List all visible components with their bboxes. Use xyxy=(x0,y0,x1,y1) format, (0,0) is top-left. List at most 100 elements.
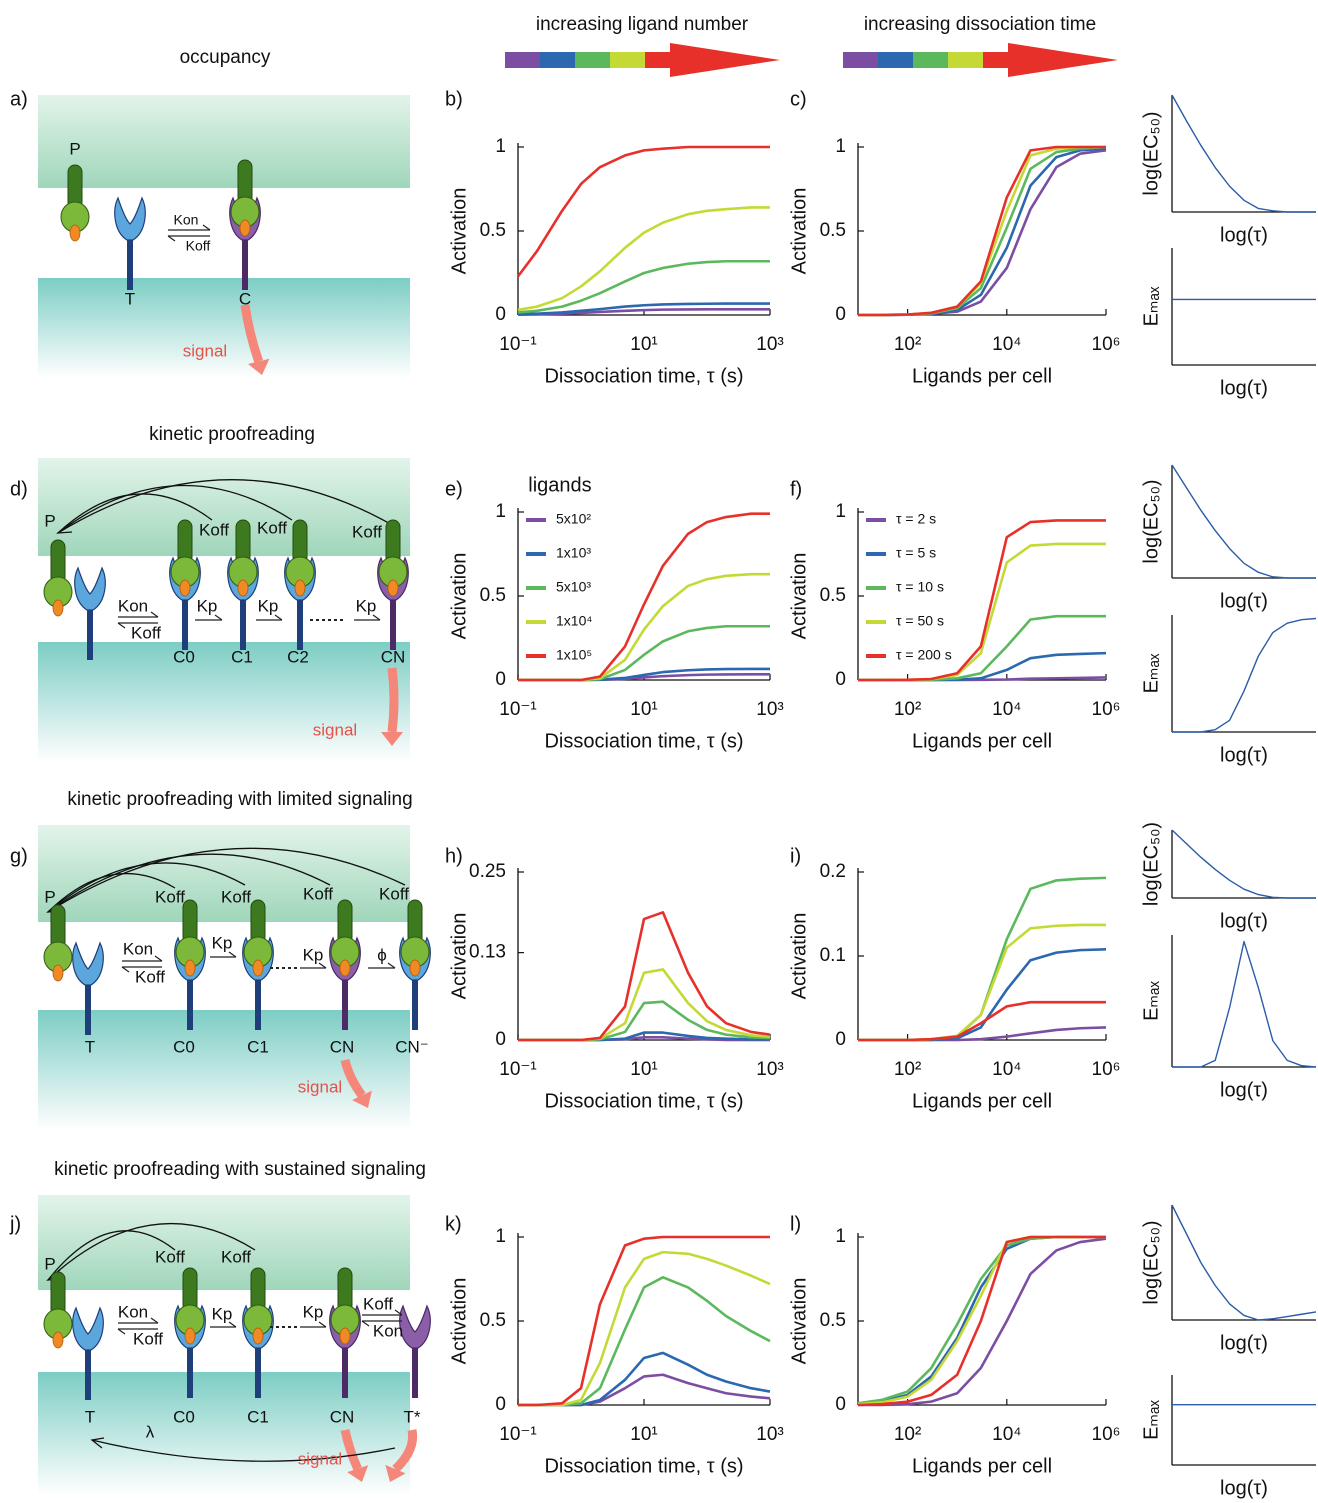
ligand-tip xyxy=(409,959,421,977)
x-tick-label: 10³ xyxy=(756,1059,783,1080)
receptor-arms xyxy=(399,1304,431,1349)
series-line xyxy=(1171,829,1316,899)
signal-arrow-head xyxy=(347,1465,369,1482)
ligand-tip xyxy=(179,579,191,597)
unbinding-arc xyxy=(47,1223,256,1281)
y-axis-label: log(EC₅₀) xyxy=(1140,111,1162,195)
reaction-arrow-head xyxy=(167,235,176,242)
receptor-stem xyxy=(390,598,396,650)
series-line xyxy=(858,1237,1107,1407)
y-tick-label: 0 xyxy=(835,669,846,690)
unbinding-arc xyxy=(47,1230,176,1281)
x-tick-label: 10¹ xyxy=(630,1424,657,1445)
y-tick-label: 0 xyxy=(495,1029,506,1050)
panel-label: b) xyxy=(445,88,463,110)
x-axis-label: Ligands per cell xyxy=(912,1090,1052,1112)
x-axis-label: log(τ) xyxy=(1220,744,1268,766)
diagram-label: ϕ xyxy=(377,945,387,964)
x-axis-label: log(τ) xyxy=(1220,377,1268,399)
receptor-stem xyxy=(127,238,133,290)
signal-arrow xyxy=(340,1429,362,1471)
receptor-stem xyxy=(85,983,91,1035)
x-tick-label: 10⁻¹ xyxy=(499,699,537,720)
diagram-label: Kp xyxy=(303,1302,324,1321)
legend-label: 1x10³ xyxy=(556,545,591,561)
row-title: occupancy xyxy=(180,47,271,68)
diagram-label: Koff xyxy=(257,518,287,537)
y-axis-label: Activation xyxy=(448,1278,470,1365)
y-tick-label: 0.2 xyxy=(820,861,846,882)
diagram-label: P xyxy=(69,139,80,158)
diagram-label: Koff xyxy=(379,884,409,903)
panel-label: k) xyxy=(445,1213,462,1235)
x-tick-label: 10³ xyxy=(756,334,783,355)
arrow-segment xyxy=(540,52,576,68)
diagram-label: T xyxy=(125,289,135,308)
row-title: kinetic proofreading with limited signal… xyxy=(67,789,412,810)
legend-label: τ = 5 s xyxy=(896,545,936,561)
panel-label: a) xyxy=(10,88,28,110)
receptor-arms xyxy=(114,196,146,241)
panel-label: h) xyxy=(445,845,463,867)
ligand-tip xyxy=(252,959,264,977)
receptor-stem xyxy=(187,978,193,1030)
receptor-stem xyxy=(342,1346,348,1398)
signal-arrow xyxy=(392,1429,418,1473)
unbinding-arc xyxy=(57,479,395,534)
x-tick-label: 10³ xyxy=(756,699,783,720)
diagram-label: Kp xyxy=(356,596,377,615)
x-tick-label: 10⁶ xyxy=(1092,699,1121,720)
series-line xyxy=(518,512,770,682)
series-line xyxy=(858,147,1107,317)
signal-arrow xyxy=(240,304,263,363)
receptor-stem xyxy=(412,1346,418,1398)
reaction-arrow-head xyxy=(394,1309,403,1316)
diagram-label: CN⁻ xyxy=(395,1037,429,1056)
series-line xyxy=(857,1235,1106,1407)
signal-arrow xyxy=(387,667,399,733)
diagram-label: Koff xyxy=(352,522,382,541)
ligand-tip xyxy=(239,219,251,237)
y-axis-label: Activation xyxy=(448,553,470,640)
diagram-label: P xyxy=(44,511,55,530)
receptor-stem xyxy=(87,608,93,660)
ligand-tip xyxy=(52,964,64,982)
y-tick-label: 0.5 xyxy=(480,220,506,241)
diagram-label: P xyxy=(44,1254,55,1273)
diagram-label: Koff xyxy=(363,1294,393,1313)
x-axis-label: log(τ) xyxy=(1220,1332,1268,1354)
y-tick-label: 1 xyxy=(835,136,846,157)
diagram-label: Kon xyxy=(123,939,153,958)
y-axis-label: Eₘₐₓ xyxy=(1140,286,1162,326)
receptor-stem xyxy=(85,1348,91,1400)
ligand-tip xyxy=(237,579,249,597)
x-axis-label: Ligands per cell xyxy=(912,730,1052,752)
unbinding-arc xyxy=(47,853,331,913)
ligand-tip xyxy=(52,1331,64,1349)
x-axis-label: log(τ) xyxy=(1220,910,1268,932)
reaction-arrow-head xyxy=(214,614,223,621)
signal-arrow-head xyxy=(385,1464,406,1482)
ligand-tip xyxy=(184,959,196,977)
diagram-label: Kp xyxy=(197,596,218,615)
diagram-label: Kp xyxy=(303,945,324,964)
x-tick-label: 10³ xyxy=(756,1424,783,1445)
diagram-label: CN xyxy=(330,1407,355,1426)
membrane-top xyxy=(38,95,410,188)
arrow-segment xyxy=(843,52,879,68)
ligand-tip xyxy=(52,599,64,617)
diagram-label: C2 xyxy=(287,647,309,666)
y-tick-label: 1 xyxy=(495,1226,506,1247)
diagram-label: C0 xyxy=(173,1407,195,1426)
ligand-tip xyxy=(339,1327,351,1345)
x-tick-label: 10⁶ xyxy=(1092,1424,1121,1445)
x-tick-label: 10² xyxy=(894,334,921,355)
y-axis-label: Activation xyxy=(448,188,470,275)
signal-arrow-head xyxy=(381,732,403,746)
receptor-stem xyxy=(240,598,246,650)
legend-label: τ = 2 s xyxy=(896,511,936,527)
series-line xyxy=(518,1351,771,1407)
arc-head xyxy=(56,522,73,534)
signal-label: signal xyxy=(183,341,227,360)
x-tick-label: 10⁶ xyxy=(1092,1059,1121,1080)
